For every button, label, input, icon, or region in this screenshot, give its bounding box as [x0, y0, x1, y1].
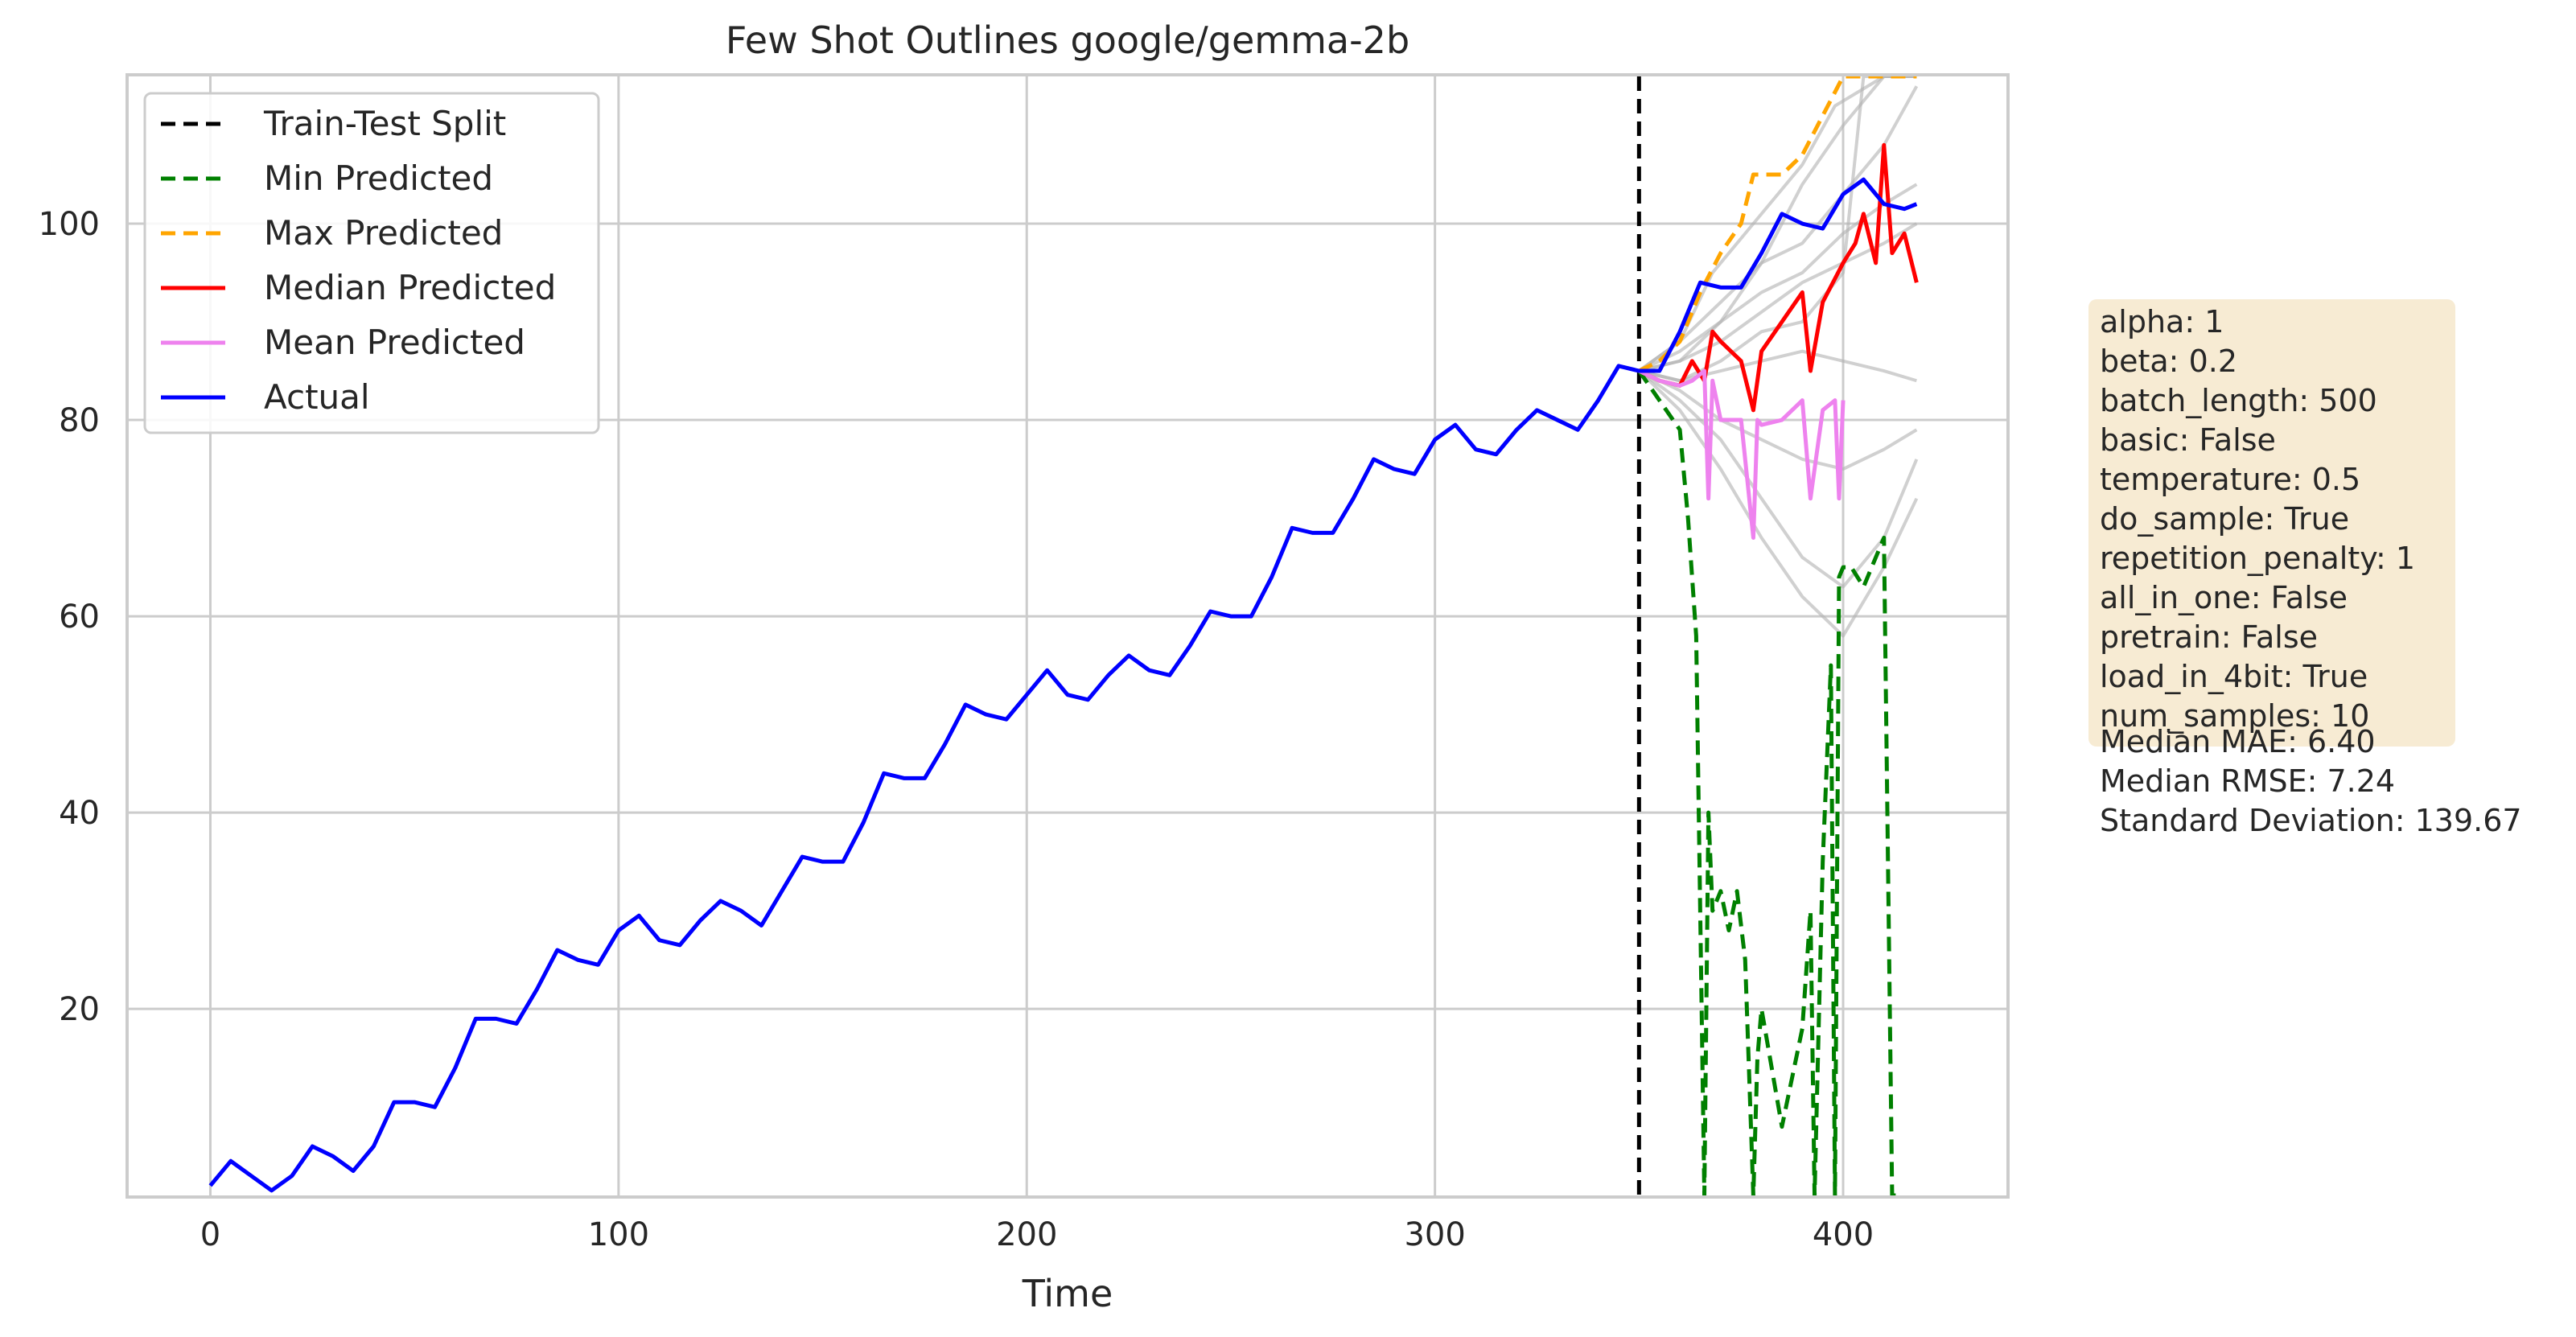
x-axis-label: Time — [1022, 1272, 1113, 1315]
legend: Train-Test Split Min Predicted Max Predict… — [143, 92, 600, 434]
data-layer — [208, 74, 1919, 1198]
legend-label: Max Predicted — [264, 213, 503, 253]
tick-layer: 0 100 200 300 400 20 40 60 80 100 — [39, 206, 1874, 1253]
sample-line — [1638, 183, 1918, 372]
min-predicted-line — [1637, 369, 1897, 1198]
metrics-text: Median MAE: 6.40 Median RMSE: 7.24 Stand… — [2100, 724, 2522, 838]
y-tick-label: 40 — [59, 795, 100, 832]
legend-label: Train-Test Split — [263, 104, 506, 143]
y-tick-label: 60 — [59, 599, 100, 636]
x-tick-label: 400 — [1813, 1216, 1874, 1253]
sample-line — [1638, 75, 1917, 372]
median-predicted-line — [1638, 142, 1919, 413]
x-tick-label: 300 — [1404, 1216, 1465, 1253]
sample-line — [1638, 75, 1917, 372]
x-tick-label: 100 — [588, 1216, 649, 1253]
params-box-background — [2088, 299, 2455, 747]
legend-box — [143, 92, 600, 434]
sample-line — [1638, 369, 1918, 471]
sample-line — [1638, 349, 1917, 383]
actual-line — [208, 177, 1918, 1193]
legend-label: Min Predicted — [264, 158, 493, 198]
plot-frame — [126, 73, 2010, 1199]
y-tick-label: 100 — [39, 206, 100, 243]
sample-line — [1637, 369, 1919, 638]
legend-label: Mean Predicted — [264, 323, 525, 362]
legend-label: Median Predicted — [264, 268, 556, 307]
x-tick-label: 0 — [200, 1216, 220, 1253]
sample-line — [1638, 369, 1919, 589]
mean-predicted-line — [1638, 368, 1846, 540]
y-tick-label: 20 — [59, 991, 100, 1028]
params-text: alpha: 1 beta: 0.2 batch_length: 500 bas… — [2100, 304, 2416, 734]
chart-title: Few Shot Outlines google/gemma-2b — [726, 19, 1409, 62]
sample-line — [1638, 85, 1919, 372]
legend-label: Actual — [264, 377, 370, 417]
x-tick-label: 200 — [996, 1216, 1057, 1253]
y-tick-label: 80 — [59, 402, 100, 439]
